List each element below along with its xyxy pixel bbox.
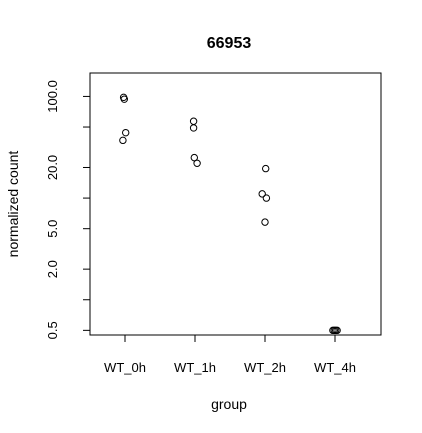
y-tick-label: 5.0 — [45, 220, 60, 238]
data-points — [119, 93, 341, 335]
data-point — [333, 326, 341, 335]
data-point — [122, 128, 130, 137]
plot-frame — [89, 72, 382, 336]
x-tick-label: WT_4h — [314, 360, 356, 375]
data-point — [262, 194, 271, 202]
data-point — [120, 95, 129, 103]
y-axis-title: normalized count — [5, 151, 21, 258]
x-tick-label: WT_0h — [104, 360, 146, 375]
y-tick-label: 2.0 — [45, 260, 60, 278]
x-tick-label: WT_1h — [174, 360, 216, 375]
y-tick-label: 0.5 — [45, 321, 60, 339]
x-axis: WT_0h WT_1h WT_2h WT_4h — [104, 335, 356, 375]
data-point — [262, 164, 270, 173]
data-point — [261, 218, 269, 226]
y-tick-label: 100.0 — [45, 80, 60, 113]
data-point — [258, 190, 266, 198]
data-point — [119, 136, 127, 145]
data-point — [189, 117, 198, 125]
data-point — [189, 124, 198, 132]
chart-title: 66953 — [207, 35, 252, 52]
data-point — [193, 159, 201, 167]
x-axis-title: group — [211, 396, 247, 412]
x-tick-label: WT_2h — [244, 360, 286, 375]
data-point — [190, 153, 199, 162]
y-tick-label: 20.0 — [45, 155, 60, 180]
y-axis: 0.5 2.0 5.0 20.0 100.0 — [45, 80, 90, 339]
